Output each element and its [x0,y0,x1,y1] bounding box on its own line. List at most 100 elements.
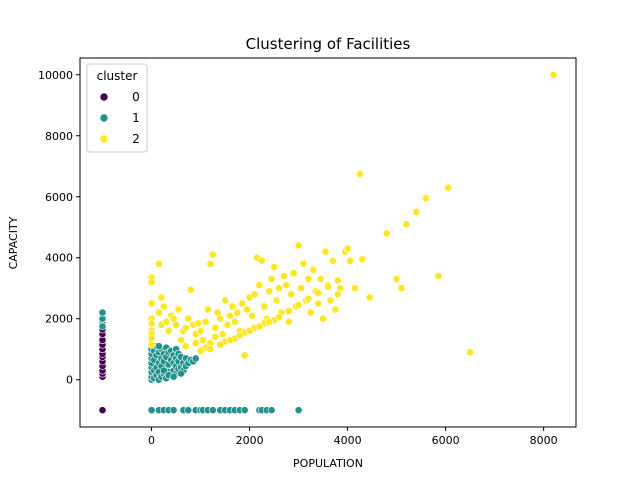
plot-frame [79,57,577,428]
data-point-cluster-1 [208,406,217,415]
data-point-cluster-2 [157,293,166,302]
data-point-cluster-2 [208,250,217,259]
data-point-cluster-2 [221,296,229,305]
data-point-cluster-2 [422,194,430,203]
data-point-cluster-2 [309,265,318,274]
data-point-cluster-2 [346,256,354,265]
data-point-cluster-2 [238,299,247,308]
data-point-cluster-2 [199,336,207,344]
data-point-cluster-1 [267,406,276,415]
y-tick-label: 2000 [45,313,73,326]
data-point-cluster-2 [284,307,293,315]
data-point-cluster-1 [177,369,185,378]
data-point-cluster-2 [228,302,237,311]
data-point-cluster-2 [304,275,313,283]
y-axis: 0 2000 4000 6000 8000 10000 [38,69,80,387]
data-point-cluster-2 [314,299,323,308]
data-point-cluster-2 [351,284,359,293]
data-point-cluster-1 [169,372,178,381]
x-tick-label: 2000 [236,434,264,447]
data-point-cluster-2 [321,247,330,256]
data-point-cluster-2 [328,256,337,265]
data-point-cluster-1 [154,342,163,351]
data-point-cluster-2 [255,281,264,290]
data-point-cluster-2 [223,320,232,329]
data-point-cluster-2 [270,262,278,271]
data-point-cluster-2 [216,314,225,323]
data-point-cluster-2 [211,333,220,341]
data-point-cluster-2 [159,302,168,311]
data-point-cluster-2 [355,169,364,178]
data-point-cluster-2 [162,317,171,326]
data-point-cluster-2 [181,323,190,332]
data-point-cluster-2 [203,305,212,314]
data-point-cluster-2 [336,284,345,293]
data-point-cluster-2 [154,259,163,268]
data-point-cluster-2 [226,311,234,320]
data-point-cluster-2 [154,308,163,317]
data-point-cluster-2 [181,342,190,351]
data-point-cluster-2 [243,305,251,314]
legend-entries: 0 1 2 [99,90,140,146]
data-point-cluster-2 [444,183,452,192]
data-point-cluster-2 [265,287,274,296]
data-point-cluster-2 [289,269,298,277]
y-axis-label: CAPACITY [7,216,20,269]
data-point-cluster-2 [272,296,281,305]
y-tick-label: 0 [66,374,73,387]
legend-label-cluster-2: 2 [132,132,140,146]
data-point-cluster-2 [257,256,266,265]
data-point-cluster-2 [211,323,220,332]
data-point-cluster-2 [365,293,374,302]
data-point-cluster-2 [294,301,303,309]
legend-box [86,63,148,153]
data-point-cluster-2 [164,326,173,335]
data-point-cluster-1 [98,308,107,317]
data-point-cluster-2 [402,220,411,229]
x-tick-label: 4000 [334,434,362,447]
data-point-cluster-2 [226,336,234,344]
data-point-cluster-0 [98,406,107,415]
data-point-cluster-2 [294,241,303,250]
data-point-cluster-2 [233,308,242,317]
data-point-cluster-2 [196,326,205,335]
x-tick-label: 0 [148,434,155,447]
data-point-cluster-1 [191,354,200,363]
legend-marker-cluster-1 [99,113,109,123]
data-point-cluster-2 [297,284,305,293]
data-point-cluster-2 [147,299,156,308]
data-point-cluster-2 [358,255,367,264]
data-point-cluster-2 [230,317,239,326]
data-point-cluster-2 [392,275,401,283]
data-point-cluster-2 [216,340,225,349]
data-point-cluster-2 [206,259,215,268]
y-tick-label: 6000 [45,191,73,204]
data-point-cluster-2 [382,229,391,238]
data-point-cluster-2 [282,281,291,290]
data-point-cluster-2 [172,320,180,329]
data-point-cluster-2 [275,284,283,293]
data-point-cluster-2 [314,288,323,297]
data-point-cluster-2 [206,345,215,354]
data-point-cluster-2 [248,311,256,320]
data-point-cluster-2 [265,317,274,326]
data-point-cluster-2 [191,339,200,347]
legend-marker-cluster-2 [99,134,109,144]
legend: cluster 0 1 2 [86,63,148,153]
data-point-cluster-2 [255,322,264,331]
data-point-cluster-2 [147,340,156,349]
data-point-cluster-2 [284,317,293,326]
data-point-cluster-1 [98,322,107,331]
y-tick-label: 8000 [45,130,73,143]
data-point-cluster-2 [177,336,185,344]
data-point-cluster-2 [147,319,156,328]
data-point-cluster-2 [250,290,259,299]
x-tick-label: 6000 [432,434,460,447]
data-point-cluster-2 [174,305,183,314]
data-point-cluster-2 [343,244,352,253]
data-point-cluster-1 [169,406,178,415]
data-point-cluster-1 [240,406,249,415]
x-axis: 0 2000 4000 6000 8000 [148,427,558,447]
data-point-cluster-2 [194,319,202,328]
